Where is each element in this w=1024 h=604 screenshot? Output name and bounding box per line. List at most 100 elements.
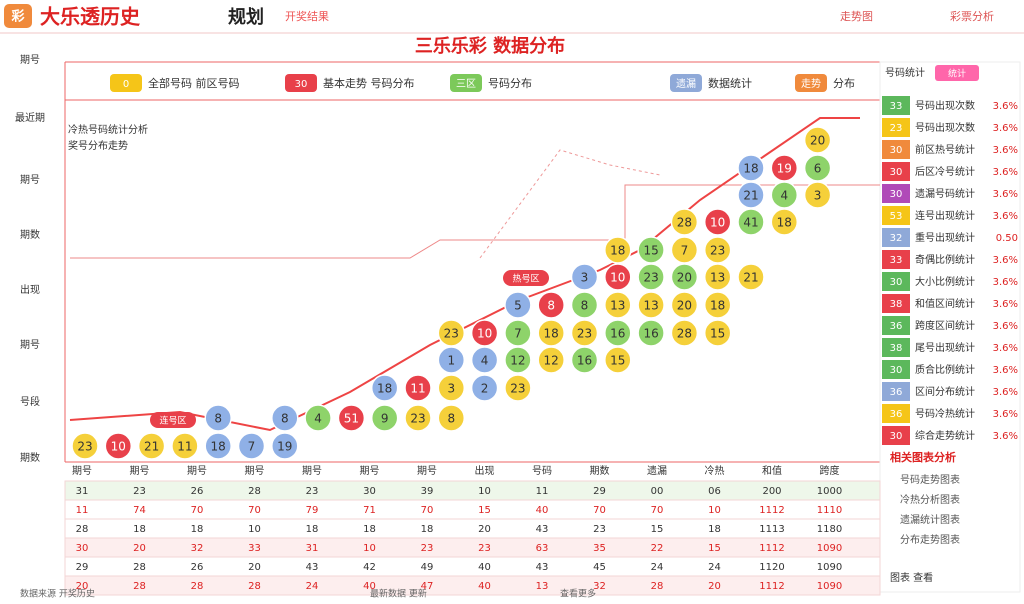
sidebar-badge-text: 统计 [948,68,966,80]
sidebar-badge[interactable] [882,250,910,269]
toolbar-text[interactable]: 基本走势 号码分布 [323,76,415,90]
sidebar-number[interactable]: 30 [890,431,903,442]
sidebar-footer[interactable]: 图表 查看 [890,571,933,584]
sidebar-text[interactable]: 和值区间统计 [915,297,975,310]
sidebar-badge[interactable] [882,184,910,203]
sidebar-number[interactable]: 38 [890,343,903,354]
sidebar-badge[interactable] [882,338,910,357]
toolbar-text[interactable]: 号码分布 [488,77,532,90]
sidebar-number[interactable]: 33 [890,255,903,266]
sidebar-value[interactable]: 3.6% [993,101,1018,112]
sidebar-badge[interactable] [882,382,910,401]
footer-text[interactable]: 查看更多 [560,588,596,600]
toolbar-badge[interactable] [670,74,702,92]
toolbar-text[interactable]: 全部号码 前区号码 [148,76,240,90]
sidebar-text[interactable]: 号码冷热统计 [915,407,975,420]
table-cell: 28 [76,524,89,535]
sidebar-badge[interactable] [882,118,910,137]
sidebar-text[interactable]: 奇偶比例统计 [915,253,975,266]
toolbar-badge-text[interactable]: 走势 [801,77,821,90]
sidebar-line[interactable]: 分布走势图表 [900,533,960,546]
sidebar-number[interactable]: 30 [890,167,903,178]
sidebar-value[interactable]: 3.6% [993,277,1018,288]
sidebar-number[interactable]: 36 [890,409,903,420]
sidebar-badge[interactable] [882,96,910,115]
sidebar-line[interactable]: 号码走势图表 [900,473,960,486]
sidebar-text[interactable]: 大小比例统计 [915,275,975,288]
sidebar-line[interactable]: 遗漏统计图表 [900,513,960,526]
sidebar-number[interactable]: 38 [890,299,903,310]
sidebar-value[interactable]: 3.6% [993,189,1018,200]
sidebar-badge[interactable] [882,360,910,379]
sidebar-value[interactable]: 0.50 [996,233,1018,244]
sidebar-badge[interactable] [882,162,910,181]
sidebar-number[interactable]: 36 [890,387,903,398]
sidebar-text[interactable]: 综合走势统计 [915,429,975,442]
toolbar-text[interactable]: 分布 [833,77,855,90]
nav-a[interactable]: 走势图 [840,10,873,23]
toolbar-text[interactable]: 数据统计 [708,76,752,90]
sidebar-text[interactable]: 号码出现次数 [915,99,975,112]
ball-number: 8 [581,299,589,313]
sidebar-number[interactable]: 32 [890,233,903,244]
sidebar-number[interactable]: 23 [890,123,903,134]
sidebar-value[interactable]: 3.6% [993,321,1018,332]
sidebar-text[interactable]: 区间分布统计 [915,385,975,398]
sidebar-value[interactable]: 3.6% [993,255,1018,266]
promo[interactable]: 开奖结果 [285,9,329,23]
sidebar-badge[interactable] [882,228,910,247]
sidebar-text[interactable]: 后区冷号统计 [915,165,975,178]
sidebar-value[interactable]: 3.6% [993,365,1018,376]
toolbar-badge-text[interactable]: 0 [123,79,129,90]
sidebar-text[interactable]: 前区热号统计 [915,143,975,156]
sidebar-number[interactable]: 30 [890,365,903,376]
sidebar-value[interactable]: 3.6% [993,145,1018,156]
sidebar-number[interactable]: 53 [890,211,903,222]
sidebar-text[interactable]: 连号出现统计 [915,209,975,222]
sidebar-number[interactable]: 36 [890,321,903,332]
toolbar-badge-text[interactable]: 三区 [456,78,476,90]
sidebar-text[interactable]: 重号出现统计 [915,231,975,244]
nav-b[interactable]: 彩票分析 [950,9,994,23]
table-cell: 22 [651,543,664,554]
table-cell: 29 [76,562,89,573]
ball-number: 5 [514,299,522,313]
sidebar-text[interactable]: 遗漏号码统计 [915,187,975,200]
sidebar-value[interactable]: 3.6% [993,167,1018,178]
sidebar-value[interactable]: 3.6% [993,299,1018,310]
sidebar-badge[interactable] [882,272,910,291]
sidebar-badge[interactable] [882,294,910,313]
sidebar-text[interactable]: 尾号出现统计 [915,341,975,354]
ball-number: 8 [214,412,222,426]
toolbar-badge-text[interactable]: 遗漏 [676,77,696,90]
toolbar-badge[interactable] [285,74,317,92]
sidebar-text[interactable]: 号码出现次数 [915,121,975,134]
sidebar-badge[interactable] [882,404,910,423]
sidebar-number[interactable]: 33 [890,101,903,112]
sidebar-value[interactable]: 3.6% [993,409,1018,420]
table-cell: 1112 [759,581,784,592]
sidebar-text[interactable]: 跨度区间统计 [915,319,975,332]
sidebar-value[interactable]: 3.6% [993,387,1018,398]
sidebar-badge[interactable] [882,426,910,445]
sidebar-number[interactable]: 30 [890,145,903,156]
sidebar-badge[interactable] [882,206,910,225]
sidebar-number[interactable]: 30 [890,277,903,288]
sidebar-badge[interactable] [882,316,910,335]
sidebar-value[interactable]: 3.6% [993,211,1018,222]
ball [604,291,632,319]
toolbar-badge[interactable] [450,74,482,92]
footer-text[interactable]: 最新数据 更新 [370,588,427,600]
sidebar-badge[interactable] [882,140,910,159]
toolbar-badge[interactable] [110,74,142,92]
sidebar-line[interactable]: 冷热分析图表 [900,493,960,506]
toolbar-badge[interactable] [795,74,827,92]
sidebar-value[interactable]: 3.6% [993,431,1018,442]
table-header: 遗漏 [647,464,667,477]
sidebar-value[interactable]: 3.6% [993,343,1018,354]
toolbar-badge-text[interactable]: 30 [295,79,308,90]
sidebar-number[interactable]: 30 [890,189,903,200]
table-cell: 1090 [817,562,842,573]
sidebar-value[interactable]: 3.6% [993,123,1018,134]
sidebar-text[interactable]: 质合比例统计 [915,363,975,376]
